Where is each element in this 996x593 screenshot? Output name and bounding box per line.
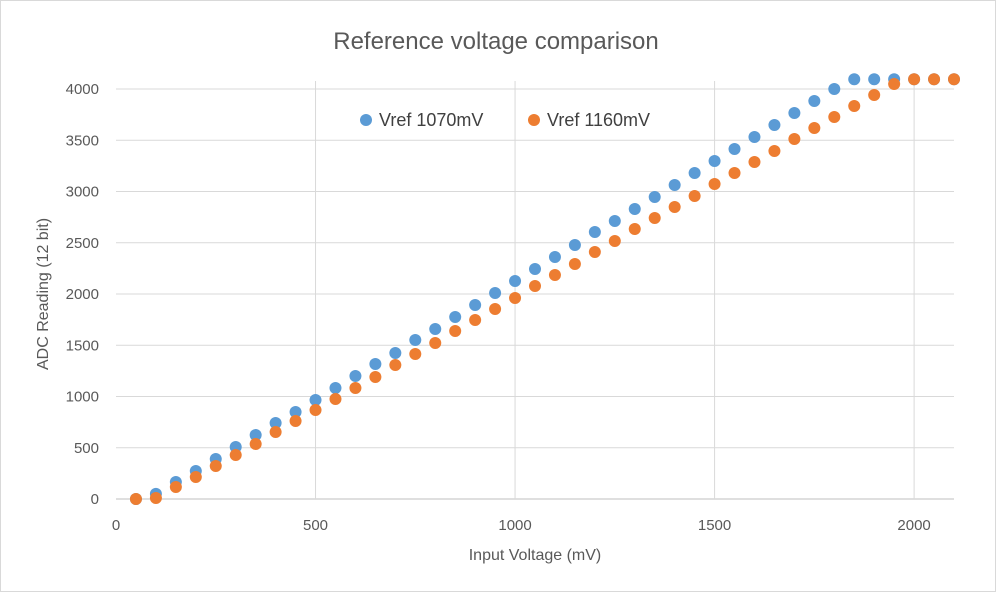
data-point-vref-1160 bbox=[409, 347, 422, 360]
data-point-vref-1160 bbox=[309, 404, 322, 417]
data-point-vref-1160 bbox=[708, 178, 721, 191]
y-tick-label: 1500 bbox=[66, 337, 99, 354]
data-point-vref-1160 bbox=[888, 77, 901, 90]
data-point-vref-1070 bbox=[868, 73, 881, 86]
data-point-vref-1070 bbox=[469, 298, 482, 311]
data-point-vref-1070 bbox=[748, 130, 761, 143]
y-axis-label: ADC Reading (12 bit) bbox=[35, 218, 52, 370]
data-point-vref-1160 bbox=[349, 381, 362, 394]
data-point-vref-1160 bbox=[509, 291, 522, 304]
data-point-vref-1160 bbox=[169, 481, 182, 494]
data-point-vref-1070 bbox=[708, 154, 721, 167]
data-point-vref-1070 bbox=[588, 225, 601, 238]
data-point-vref-1070 bbox=[688, 167, 701, 180]
data-point-vref-1160 bbox=[628, 223, 641, 236]
data-point-vref-1160 bbox=[149, 491, 162, 504]
data-point-vref-1070 bbox=[768, 118, 781, 131]
data-point-vref-1160 bbox=[908, 73, 921, 86]
data-point-vref-1160 bbox=[588, 245, 601, 258]
data-point-vref-1160 bbox=[848, 100, 861, 113]
data-point-vref-1070 bbox=[489, 286, 502, 299]
data-point-vref-1160 bbox=[229, 449, 242, 462]
y-tick-label: 500 bbox=[74, 440, 99, 457]
data-point-vref-1070 bbox=[429, 322, 442, 335]
data-point-vref-1160 bbox=[369, 371, 382, 384]
data-point-vref-1160 bbox=[788, 133, 801, 146]
data-point-vref-1160 bbox=[449, 325, 462, 338]
data-point-vref-1160 bbox=[189, 470, 202, 483]
x-tick-label: 2000 bbox=[897, 517, 930, 534]
data-point-vref-1070 bbox=[529, 262, 541, 275]
x-tick-label: 0 bbox=[112, 517, 120, 534]
data-point-vref-1160 bbox=[728, 167, 741, 180]
data-point-vref-1160 bbox=[948, 73, 960, 86]
x-axis-label: Input Voltage (mV) bbox=[469, 547, 602, 564]
data-point-vref-1160 bbox=[668, 200, 681, 213]
y-tick-label: 4000 bbox=[66, 81, 99, 98]
data-point-vref-1160 bbox=[808, 121, 821, 134]
data-point-vref-1160 bbox=[389, 359, 402, 372]
data-point-vref-1160 bbox=[129, 493, 142, 505]
data-point-vref-1160 bbox=[329, 392, 342, 405]
data-point-vref-1070 bbox=[309, 393, 322, 406]
data-point-vref-1160 bbox=[269, 425, 282, 438]
data-point-vref-1070 bbox=[349, 370, 362, 382]
y-tick-label: 3000 bbox=[66, 184, 99, 201]
data-point-vref-1160 bbox=[289, 414, 302, 427]
data-point-vref-1160 bbox=[688, 190, 701, 203]
data-point-vref-1160 bbox=[568, 257, 581, 270]
data-point-vref-1160 bbox=[608, 235, 621, 248]
legend-marker bbox=[528, 114, 540, 126]
data-point-vref-1070 bbox=[788, 106, 801, 119]
chart-title: Reference voltage comparison bbox=[333, 28, 659, 55]
legend-label: Vref 1160mV bbox=[547, 110, 650, 130]
data-point-vref-1160 bbox=[768, 145, 781, 158]
data-point-vref-1070 bbox=[369, 358, 382, 371]
data-point-vref-1070 bbox=[828, 83, 841, 95]
data-point-vref-1160 bbox=[648, 212, 661, 225]
data-point-vref-1160 bbox=[548, 269, 561, 282]
data-point-vref-1160 bbox=[469, 314, 482, 327]
data-point-vref-1160 bbox=[748, 155, 761, 168]
data-point-vref-1070 bbox=[668, 179, 681, 192]
data-point-vref-1070 bbox=[808, 94, 821, 107]
x-tick-label: 1500 bbox=[698, 517, 731, 534]
data-point-vref-1070 bbox=[409, 334, 422, 347]
data-point-vref-1070 bbox=[289, 405, 302, 418]
data-point-vref-1070 bbox=[648, 191, 661, 204]
legend-marker bbox=[360, 114, 372, 126]
data-point-vref-1070 bbox=[628, 203, 641, 216]
data-point-vref-1070 bbox=[329, 381, 342, 394]
y-tick-label: 3500 bbox=[66, 132, 99, 149]
data-point-vref-1070 bbox=[249, 429, 262, 442]
x-tick-label: 1000 bbox=[498, 517, 531, 534]
data-point-vref-1160 bbox=[928, 73, 941, 86]
data-point-vref-1160 bbox=[249, 437, 262, 450]
data-point-vref-1070 bbox=[608, 215, 621, 228]
y-tick-label: 2000 bbox=[66, 286, 99, 303]
data-point-vref-1070 bbox=[548, 250, 561, 263]
data-point-vref-1070 bbox=[728, 142, 741, 155]
y-tick-label: 2500 bbox=[66, 235, 99, 252]
data-point-vref-1070 bbox=[509, 274, 522, 287]
data-point-vref-1070 bbox=[568, 239, 581, 252]
legend-label: Vref 1070mV bbox=[379, 110, 483, 130]
y-tick-label: 0 bbox=[91, 491, 99, 508]
x-tick-label: 500 bbox=[303, 517, 328, 534]
data-point-vref-1160 bbox=[828, 110, 841, 123]
data-point-vref-1160 bbox=[209, 459, 222, 472]
data-point-vref-1160 bbox=[529, 280, 541, 293]
data-point-vref-1070 bbox=[269, 417, 282, 430]
data-point-vref-1070 bbox=[848, 73, 861, 86]
y-tick-label: 1000 bbox=[66, 389, 99, 406]
data-point-vref-1070 bbox=[389, 347, 402, 360]
data-point-vref-1160 bbox=[868, 89, 881, 102]
data-point-vref-1160 bbox=[489, 302, 502, 315]
data-point-vref-1160 bbox=[429, 336, 442, 349]
data-point-vref-1070 bbox=[449, 310, 462, 323]
